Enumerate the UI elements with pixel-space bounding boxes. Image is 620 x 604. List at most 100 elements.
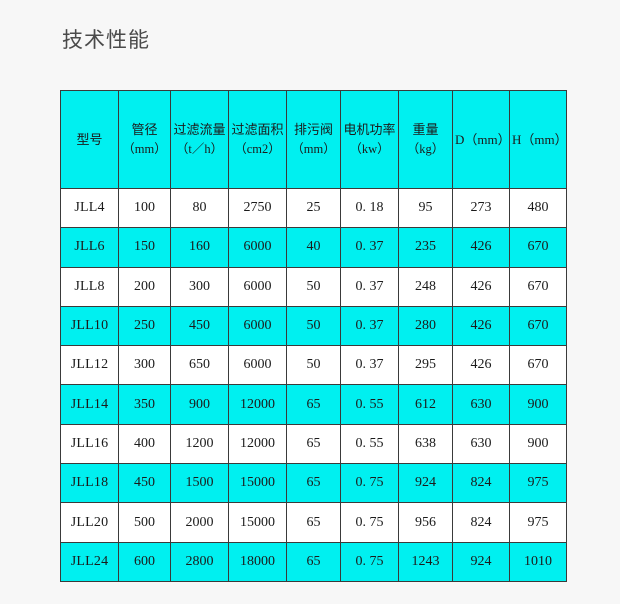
- page-title: 技术性能: [62, 29, 150, 52]
- column-header-label: 型号: [76, 132, 103, 147]
- table-row: JLL10 250 450 6000 50 0. 37 280 426 670: [60, 305, 567, 347]
- cell-filter-flow: 2800: [170, 541, 229, 582]
- cell-diameter-d: 426: [452, 345, 510, 386]
- cell-height-h: 975: [509, 463, 567, 504]
- column-header-label: 排污阀: [293, 122, 333, 137]
- technical-specification-table: 型号 管径 （mm） 过滤流量 （t／h） 过滤面积 （cm2） 排污阀 （mm） 电机功率 （kw…: [60, 90, 567, 582]
- column-header-diameter-d: D（mm）: [452, 90, 510, 189]
- cell-weight: 1243: [398, 541, 453, 582]
- cell-motor-power: 0. 55: [340, 384, 399, 425]
- table-row: JLL16 400 1200 12000 65 0. 55 638 630 900: [60, 423, 567, 465]
- cell-filter-flow: 80: [170, 187, 229, 229]
- cell-filter-flow: 650: [170, 345, 229, 386]
- cell-pipe-diameter: 300: [118, 345, 171, 386]
- cell-motor-power: 0. 55: [340, 423, 399, 465]
- column-header-unit: （t／h）: [175, 142, 224, 156]
- cell-filter-area: 12000: [228, 384, 287, 425]
- column-header-label: 管径: [131, 122, 158, 137]
- cell-weight: 956: [398, 502, 453, 543]
- column-header-unit: （cm2）: [234, 142, 281, 156]
- cell-filter-area: 6000: [228, 227, 287, 268]
- cell-diameter-d: 426: [452, 266, 510, 307]
- cell-weight: 95: [398, 187, 453, 229]
- cell-motor-power: 0. 18: [340, 187, 399, 229]
- cell-filter-flow: 900: [170, 384, 229, 425]
- cell-weight: 295: [398, 345, 453, 386]
- column-header-label: 重量: [412, 122, 439, 137]
- cell-filter-area: 6000: [228, 305, 287, 347]
- cell-pipe-diameter: 200: [118, 266, 171, 307]
- cell-pipe-diameter: 150: [118, 227, 171, 268]
- column-header-label: D（mm）: [455, 132, 510, 147]
- cell-filter-flow: 1200: [170, 423, 229, 465]
- cell-model: JLL6: [60, 227, 119, 268]
- cell-motor-power: 0. 37: [340, 345, 399, 386]
- column-header-filter-area: 过滤面积 （cm2）: [228, 90, 287, 189]
- column-header-label: 电机功率: [343, 122, 396, 137]
- column-header-model: 型号: [60, 90, 119, 189]
- column-header-pipe-diameter: 管径 （mm）: [118, 90, 171, 189]
- cell-weight: 235: [398, 227, 453, 268]
- cell-filter-flow: 300: [170, 266, 229, 307]
- cell-drain-valve: 65: [286, 384, 341, 425]
- column-header-filter-flow: 过滤流量 （t／h）: [170, 90, 229, 189]
- column-header-weight: 重量 （kg）: [398, 90, 453, 189]
- table-row: JLL4 100 80 2750 25 0. 18 95 273 480: [60, 187, 567, 229]
- cell-diameter-d: 824: [452, 502, 510, 543]
- table-header: 型号 管径 （mm） 过滤流量 （t／h） 过滤面积 （cm2） 排污阀 （mm） 电机功率 （kw…: [60, 90, 567, 189]
- cell-diameter-d: 273: [452, 187, 510, 229]
- cell-weight: 280: [398, 305, 453, 347]
- cell-height-h: 900: [509, 423, 567, 465]
- cell-filter-area: 6000: [228, 266, 287, 307]
- cell-drain-valve: 40: [286, 227, 341, 268]
- cell-filter-area: 18000: [228, 541, 287, 582]
- cell-drain-valve: 65: [286, 541, 341, 582]
- cell-drain-valve: 65: [286, 423, 341, 465]
- cell-height-h: 900: [509, 384, 567, 425]
- cell-filter-flow: 2000: [170, 502, 229, 543]
- table-row: JLL6 150 160 6000 40 0. 37 235 426 670: [60, 227, 567, 268]
- cell-height-h: 670: [509, 266, 567, 307]
- cell-weight: 638: [398, 423, 453, 465]
- cell-model: JLL18: [60, 463, 119, 504]
- column-header-label: H（mm）: [512, 132, 567, 147]
- column-header-label: 过滤流量: [173, 122, 226, 137]
- table-body: JLL4 100 80 2750 25 0. 18 95 273 480 JLL6 150 160 60…: [60, 187, 567, 582]
- cell-height-h: 670: [509, 305, 567, 347]
- cell-pipe-diameter: 250: [118, 305, 171, 347]
- cell-filter-flow: 450: [170, 305, 229, 347]
- cell-drain-valve: 50: [286, 345, 341, 386]
- table-row: JLL8 200 300 6000 50 0. 37 248 426 670: [60, 266, 567, 307]
- column-header-unit: （mm）: [122, 142, 167, 156]
- table-row: JLL24 600 2800 18000 65 0. 75 1243 924 1010: [60, 541, 567, 582]
- column-header-unit: （mm）: [291, 142, 336, 156]
- cell-height-h: 975: [509, 502, 567, 543]
- cell-drain-valve: 65: [286, 502, 341, 543]
- column-header-motor-power: 电机功率 （kw）: [340, 90, 399, 189]
- cell-weight: 248: [398, 266, 453, 307]
- cell-model: JLL24: [60, 541, 119, 582]
- cell-motor-power: 0. 37: [340, 305, 399, 347]
- column-header-height-h: H（mm）: [509, 90, 567, 189]
- cell-pipe-diameter: 350: [118, 384, 171, 425]
- cell-pipe-diameter: 450: [118, 463, 171, 504]
- cell-model: JLL12: [60, 345, 119, 386]
- cell-drain-valve: 50: [286, 305, 341, 347]
- cell-filter-area: 12000: [228, 423, 287, 465]
- cell-height-h: 670: [509, 345, 567, 386]
- cell-filter-area: 15000: [228, 502, 287, 543]
- cell-weight: 924: [398, 463, 453, 504]
- cell-model: JLL16: [60, 423, 119, 465]
- cell-weight: 612: [398, 384, 453, 425]
- column-header-drain-valve: 排污阀 （mm）: [286, 90, 341, 189]
- column-header-unit: （kg）: [406, 142, 445, 156]
- cell-model: JLL10: [60, 305, 119, 347]
- cell-pipe-diameter: 600: [118, 541, 171, 582]
- cell-filter-area: 6000: [228, 345, 287, 386]
- cell-drain-valve: 25: [286, 187, 341, 229]
- cell-diameter-d: 426: [452, 305, 510, 347]
- cell-pipe-diameter: 500: [118, 502, 171, 543]
- cell-model: JLL4: [60, 187, 119, 229]
- cell-model: JLL14: [60, 384, 119, 425]
